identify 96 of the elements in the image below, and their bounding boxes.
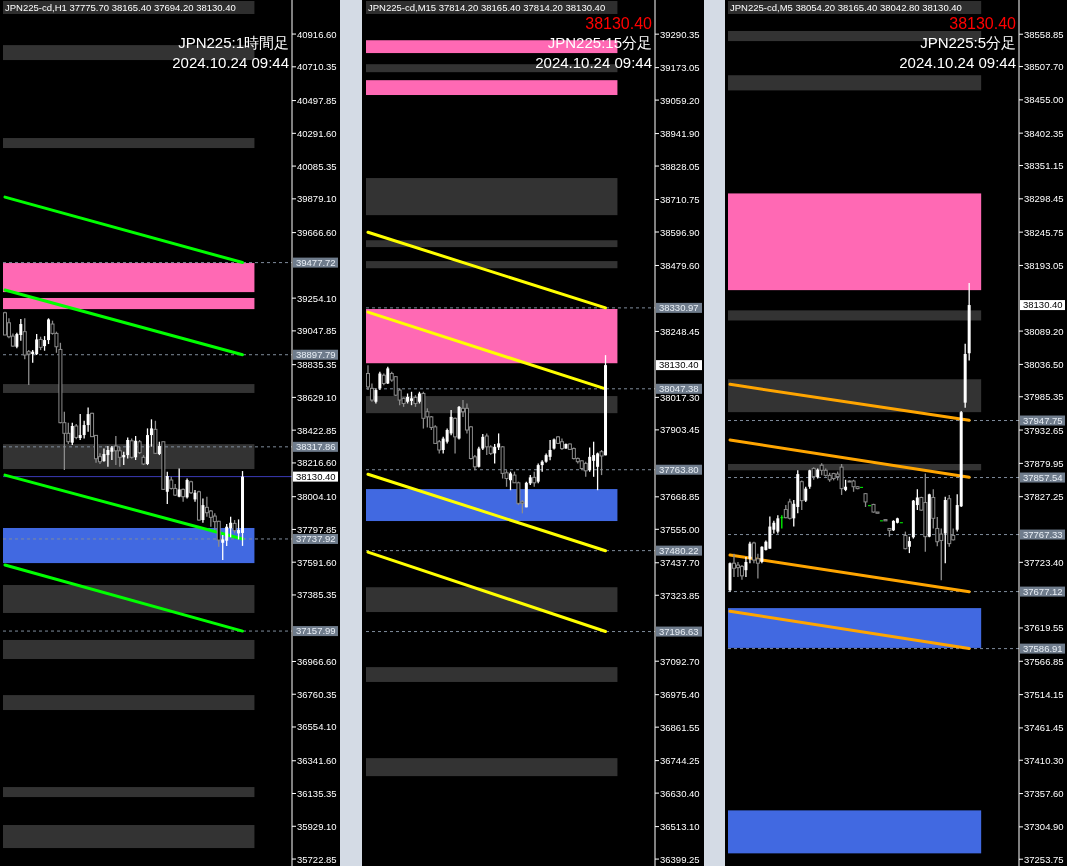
y-tick-label: 38941.90 — [660, 128, 700, 140]
y-tick-label: 40710.35 — [297, 61, 337, 73]
y-tick-label: 38422.85 — [297, 424, 337, 436]
y-tick-label: 37932.65 — [1024, 424, 1064, 436]
annotation: JPN225-cd,M15 37814.20 38165.40 37814.20 38130.40 — [368, 2, 606, 13]
y-tick-label: 36744.25 — [660, 755, 700, 767]
y-tick-label: 39879.10 — [297, 193, 337, 205]
y-tick-label: 38558.85 — [1024, 28, 1064, 40]
y-tick-label: 38507.70 — [1024, 61, 1064, 73]
y-tick-label: 37903.45 — [660, 424, 700, 436]
ref-line-label: 39477.72 — [296, 256, 336, 268]
text: 2024.10.24 09:44 — [172, 54, 289, 71]
text: 2024.10.24 09:44 — [899, 54, 1016, 71]
y-tick-label: 36554.10 — [297, 721, 337, 733]
y-tick-label: 36630.40 — [660, 787, 700, 799]
ref-line-label: 38047.38 — [659, 383, 699, 395]
ref-line-label: 37767.33 — [1023, 528, 1063, 540]
y-tick-label: 37619.55 — [1024, 622, 1064, 634]
y-tick-label: 36513.10 — [660, 821, 700, 833]
y-tick-label: 36135.35 — [297, 788, 337, 800]
ref-line-label: 37857.54 — [1023, 471, 1063, 483]
text: 2024.10.24 09:44 — [535, 54, 652, 71]
y-tick-label: 36861.55 — [660, 721, 700, 733]
y-tick-label: 39666.60 — [297, 227, 337, 239]
y-tick-label: 35722.85 — [297, 853, 337, 865]
y-tick-label: 37092.70 — [660, 655, 700, 667]
ref-line-label: 37480.22 — [659, 544, 699, 556]
ref-line-label: 37737.92 — [296, 533, 336, 545]
y-tick-label: 38596.90 — [660, 226, 700, 238]
annotation: JPN225-cd,H1 37775.70 38165.40 37694.20 38130.40 — [5, 2, 236, 13]
y-tick-label: 39254.10 — [297, 292, 337, 304]
y-tick-label: 35929.10 — [297, 820, 337, 832]
y-tick-label: 37323.85 — [660, 589, 700, 601]
y-tick-label: 40497.85 — [297, 95, 337, 107]
y-tick-label: 38629.10 — [297, 391, 337, 403]
y-tick-label: 38351.15 — [1024, 160, 1064, 172]
y-tick-label: 39047.85 — [297, 325, 337, 337]
y-tick-label: 38479.60 — [660, 259, 700, 271]
y-tick-label: 37668.85 — [660, 491, 700, 503]
ref-line-label: 37157.99 — [296, 625, 336, 637]
ref-line-label: 38897.79 — [296, 349, 336, 361]
y-tick-label: 37514.15 — [1024, 689, 1064, 701]
text: 38130.40 — [659, 359, 699, 371]
ref-line-label: 37947.75 — [1023, 414, 1063, 426]
y-tick-label: 36975.40 — [660, 689, 700, 701]
ref-line-label: 37763.80 — [659, 464, 699, 476]
y-tick-label: 39173.05 — [660, 62, 700, 74]
y-tick-label: 38245.75 — [1024, 226, 1064, 238]
ref-line-label: 37196.63 — [659, 625, 699, 637]
y-tick-label: 37797.85 — [297, 523, 337, 535]
y-tick-label: 40916.60 — [297, 28, 337, 40]
y-tick-label: 37827.25 — [1024, 491, 1064, 503]
y-tick-label: 37357.60 — [1024, 788, 1064, 800]
y-tick-label: 38193.05 — [1024, 259, 1064, 271]
y-tick-label: 39059.20 — [660, 94, 700, 106]
y-tick-label: 38298.45 — [1024, 193, 1064, 205]
y-tick-label: 37410.30 — [1024, 754, 1064, 766]
annotation: JPN225-cd,M5 38054.20 38165.40 38042.80 38130.40 — [730, 2, 962, 13]
y-tick-label: 37253.75 — [1024, 853, 1064, 865]
y-tick-label: 38004.10 — [297, 491, 337, 503]
ref-line-label: 38317.86 — [296, 441, 336, 453]
y-tick-label: 37385.35 — [297, 589, 337, 601]
y-tick-label: 36760.35 — [297, 688, 337, 700]
y-tick-label: 37879.95 — [1024, 457, 1064, 469]
text: JPN225:5分足 — [920, 34, 1016, 51]
y-tick-label: 37304.90 — [1024, 821, 1064, 833]
y-tick-label: 37461.45 — [1024, 722, 1064, 734]
y-tick-label: 37591.60 — [297, 556, 337, 568]
y-tick-label: 37437.70 — [660, 557, 700, 569]
annotation: 38130.40 — [585, 15, 653, 32]
ref-line-label: 37586.91 — [1023, 642, 1063, 654]
y-tick-label: 38455.00 — [1024, 94, 1064, 106]
y-tick-label: 40291.60 — [297, 127, 337, 139]
y-tick-label: 38089.20 — [1024, 325, 1064, 337]
annotation: 38130.40 — [949, 15, 1017, 32]
y-tick-label: 36966.60 — [297, 655, 337, 667]
y-tick-label: 38248.45 — [660, 325, 700, 337]
ref-line-label: 38130.40 — [296, 470, 336, 482]
y-tick-label: 38216.60 — [297, 457, 337, 469]
y-tick-label: 38402.35 — [1024, 127, 1064, 139]
y-tick-label: 37723.40 — [1024, 556, 1064, 568]
y-tick-label: 39290.35 — [660, 28, 700, 40]
y-tick-label: 36341.60 — [297, 755, 337, 767]
ref-line-label: 38330.97 — [659, 302, 699, 314]
text: 38130.40 — [1023, 299, 1063, 311]
ref-line-label: 37677.12 — [1023, 585, 1063, 597]
y-tick-label: 38828.05 — [660, 160, 700, 172]
y-tick-label: 40085.35 — [297, 160, 337, 172]
y-tick-label: 38835.35 — [297, 359, 337, 371]
y-tick-label: 37566.85 — [1024, 655, 1064, 667]
y-tick-label: 37985.35 — [1024, 391, 1064, 403]
y-tick-label: 36399.25 — [660, 853, 700, 865]
y-tick-label: 38710.75 — [660, 194, 700, 206]
text: JPN225:1時間足 — [178, 34, 289, 51]
y-tick-label: 38036.50 — [1024, 358, 1064, 370]
y-tick-label: 37555.00 — [660, 523, 700, 535]
